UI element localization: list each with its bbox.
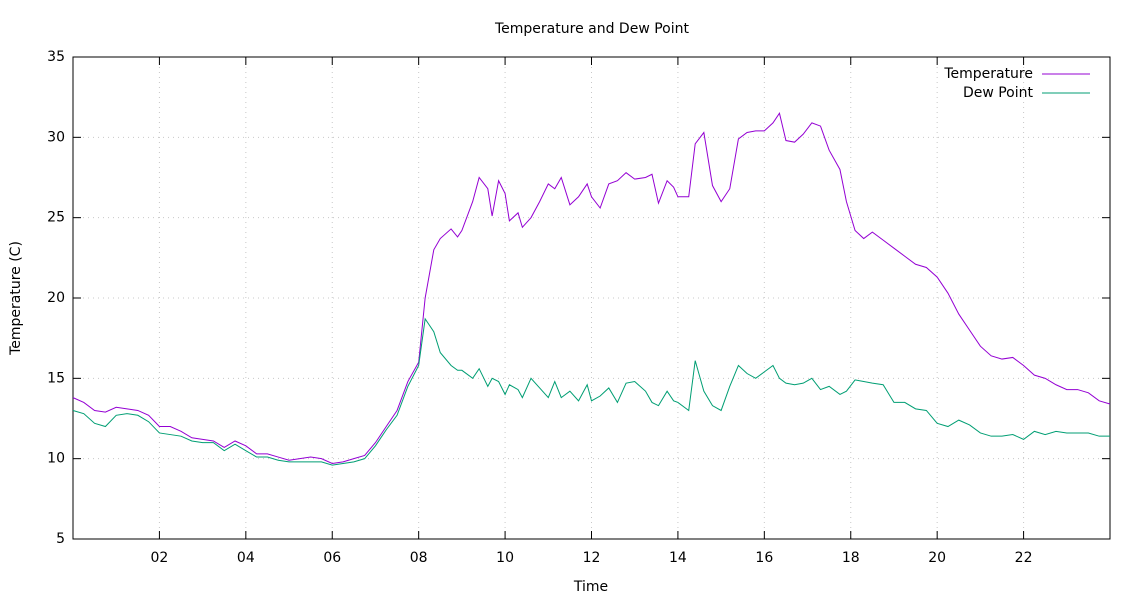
y-tick-label: 5: [56, 531, 65, 547]
y-tick-label: 25: [47, 210, 65, 226]
series-line: [72, 112, 1111, 465]
x-tick-label: 20: [928, 550, 946, 566]
chart-title: Temperature and Dew Point: [494, 21, 689, 37]
x-tick-label: 04: [237, 550, 255, 566]
y-tick-label: 10: [47, 451, 65, 467]
x-tick-label: 10: [496, 550, 514, 566]
y-axis-label: Temperature (C): [8, 241, 24, 356]
y-tick-label: 20: [47, 290, 65, 306]
x-tick-label: 02: [151, 550, 169, 566]
x-tick-label: 14: [669, 550, 687, 566]
x-tick-label: 08: [410, 550, 428, 566]
x-axis-label: Time: [573, 579, 608, 595]
x-tick-label: 22: [1015, 550, 1033, 566]
legend-label: Temperature: [943, 66, 1033, 82]
x-tick-label: 12: [583, 550, 601, 566]
x-tick-label: 06: [323, 550, 341, 566]
y-tick-label: 15: [47, 370, 65, 386]
plot-border: [72, 56, 1111, 540]
y-tick-label: 35: [47, 49, 65, 65]
series-line: [72, 317, 1110, 466]
x-tick-label: 16: [755, 550, 773, 566]
y-tick-label: 30: [47, 129, 65, 145]
legend-label: Dew Point: [963, 85, 1034, 101]
x-tick-label: 18: [842, 550, 860, 566]
